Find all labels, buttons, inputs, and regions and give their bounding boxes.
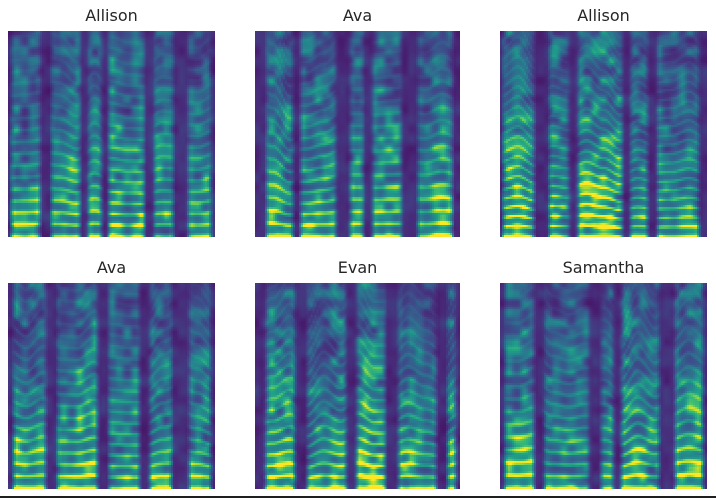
subplot-ava-2: Ava (8, 257, 215, 489)
spectrogram-image (8, 31, 215, 237)
subplot-title: Allison (577, 6, 630, 25)
subplot-title: Evan (337, 258, 378, 277)
subplot-title: Ava (342, 6, 373, 25)
subplot-title: Allison (85, 6, 138, 25)
spectrogram-image (255, 283, 460, 489)
subplot-allison-2: Allison (500, 5, 707, 237)
spectrogram-image (500, 31, 707, 237)
spectrogram-image (255, 31, 460, 237)
subplot-title: Ava (96, 258, 127, 277)
subplot-ava-1: Ava (255, 5, 460, 237)
subplot-allison-1: Allison (8, 5, 215, 237)
spectrogram-image (500, 283, 707, 489)
subplot-title: Samantha (562, 258, 645, 277)
window-border-bottom (0, 496, 716, 498)
spectrogram-image (8, 283, 215, 489)
subplot-evan: Evan (255, 257, 460, 489)
subplot-samantha: Samantha (500, 257, 707, 489)
